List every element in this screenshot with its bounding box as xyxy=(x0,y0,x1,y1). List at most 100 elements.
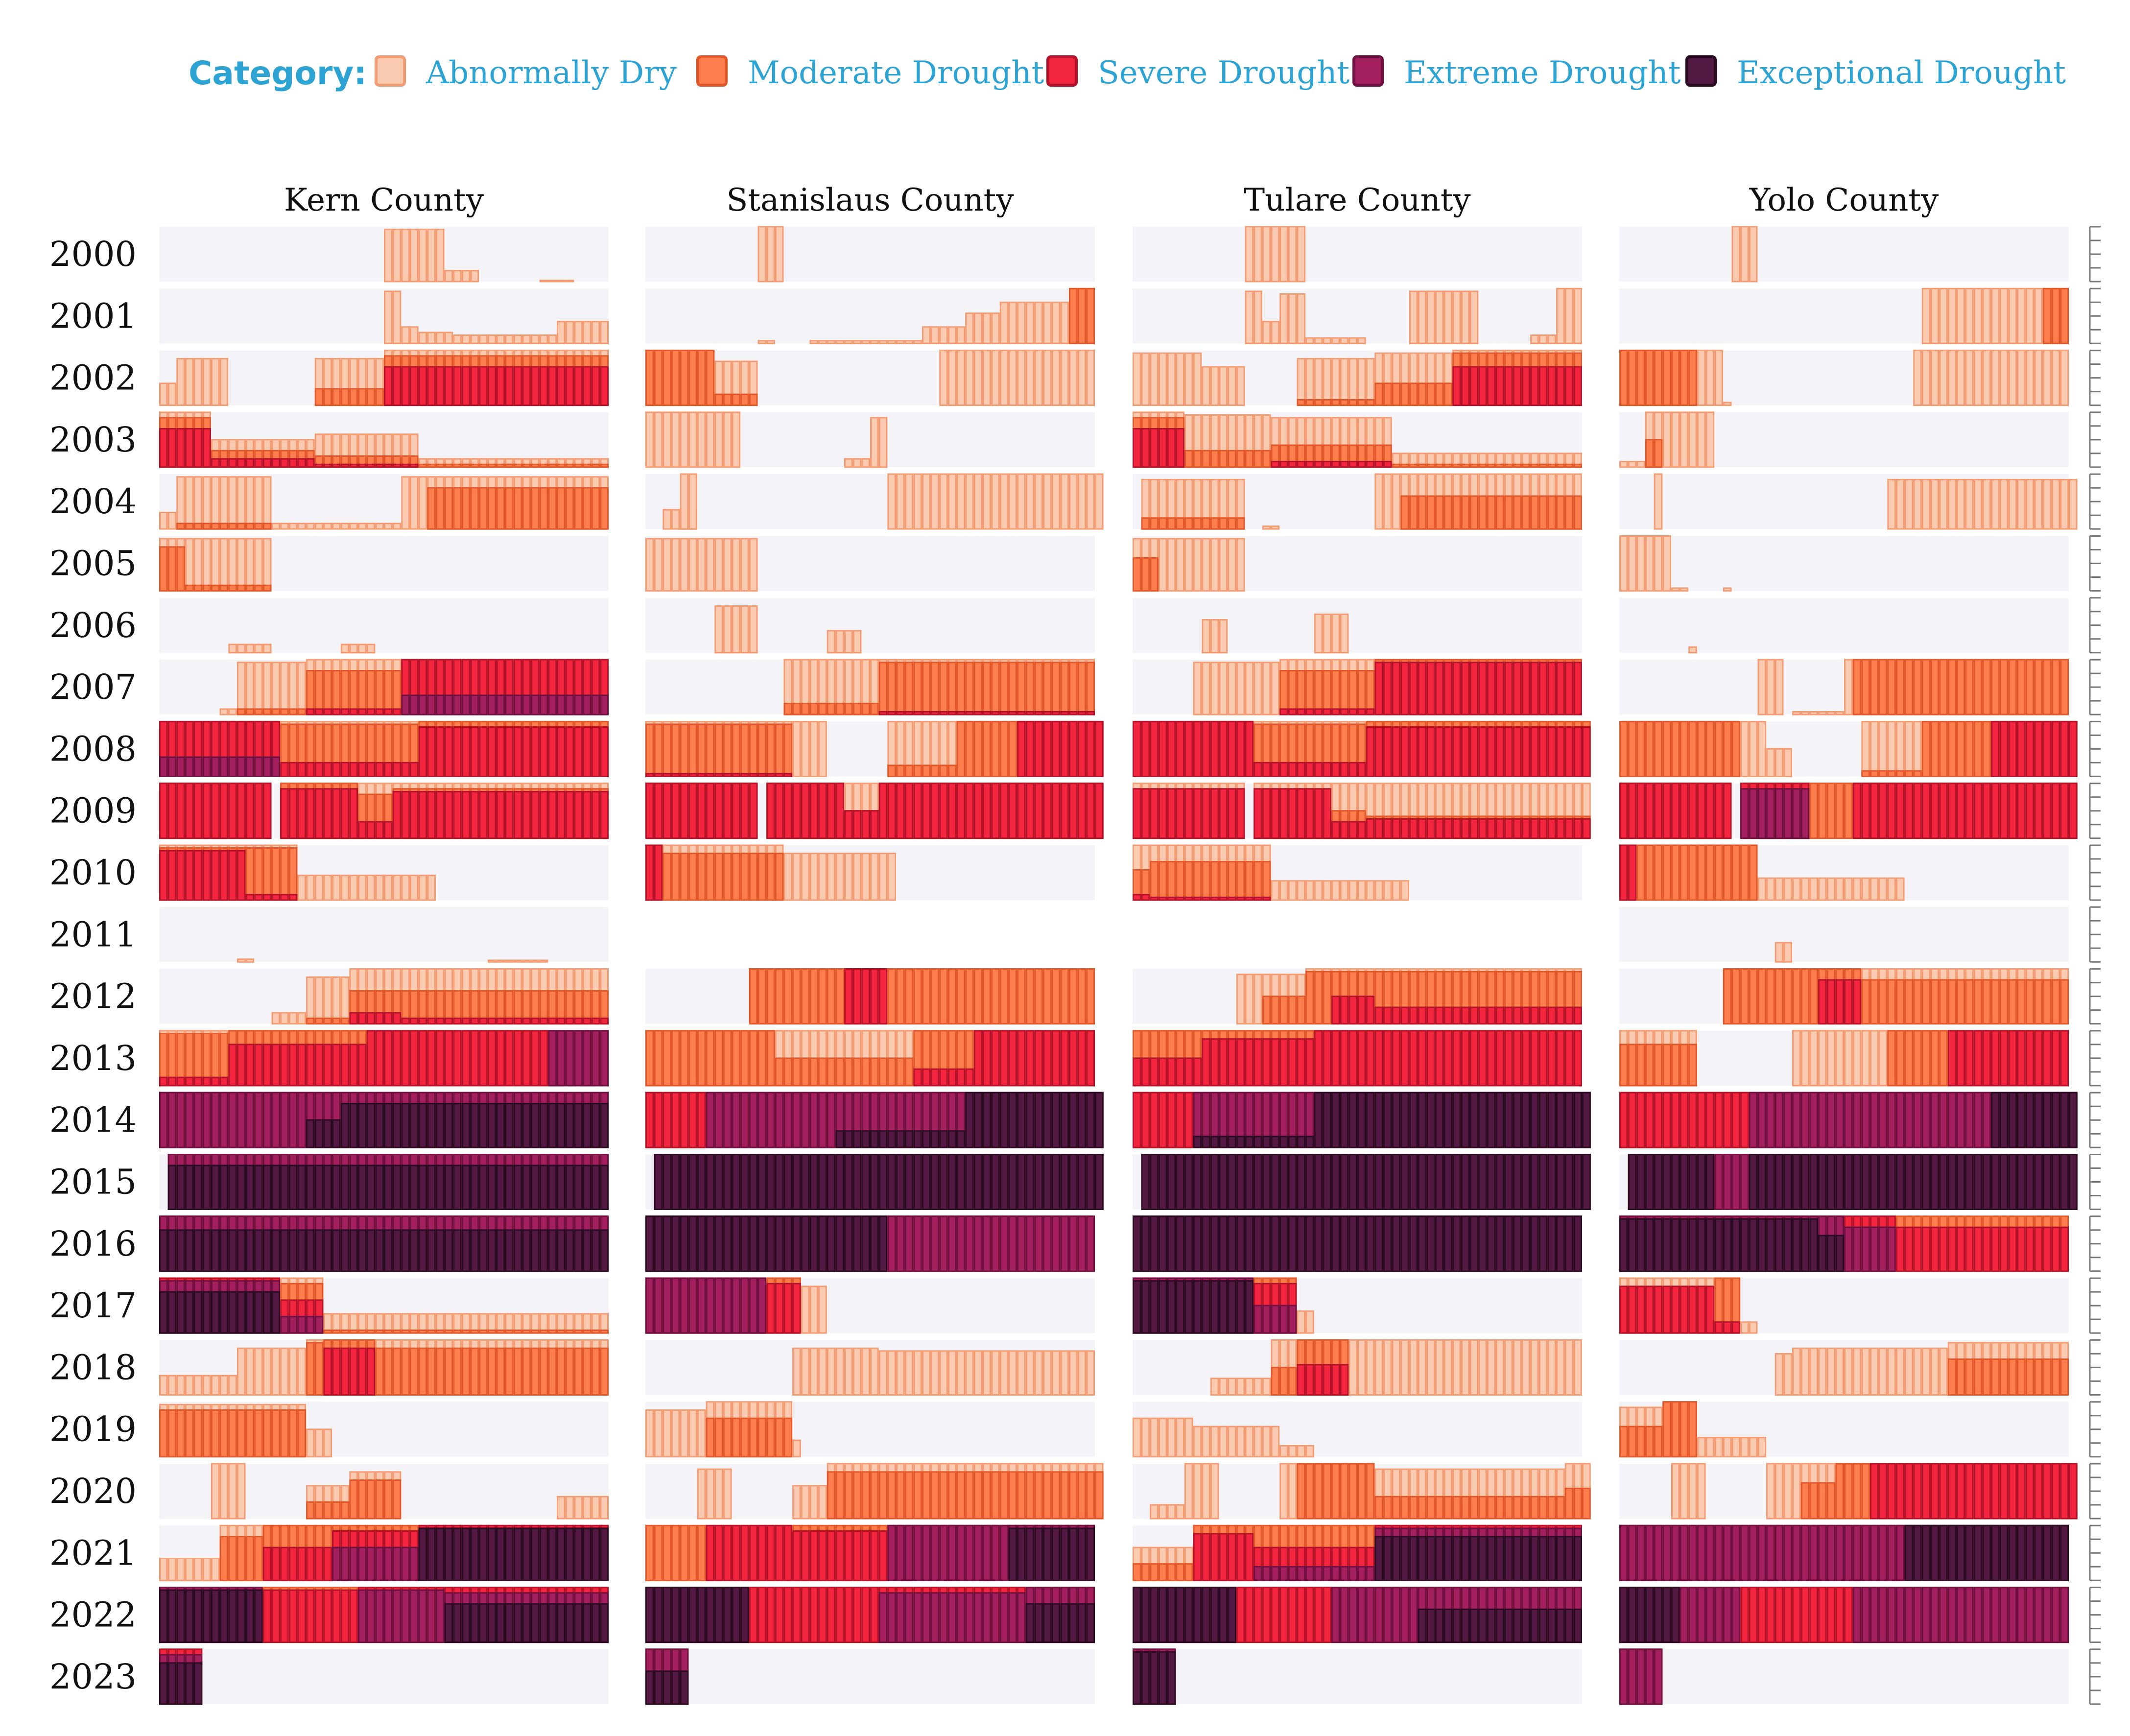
bar-d2 xyxy=(324,464,331,467)
bar-d3 xyxy=(793,1093,801,1147)
bar-d2 xyxy=(681,774,688,777)
bar-d3 xyxy=(698,1278,705,1333)
column-header-kern-county: Kern County xyxy=(284,182,484,218)
bar-d3 xyxy=(750,1093,757,1147)
bar-d1 xyxy=(992,663,999,714)
bar-d2 xyxy=(506,367,513,405)
bar-d2 xyxy=(229,784,237,838)
bar-d4 xyxy=(402,1165,409,1210)
bar-d2 xyxy=(750,784,757,838)
bar-d1 xyxy=(974,969,982,1024)
bar-d0 xyxy=(983,1351,991,1395)
bar-d3 xyxy=(1087,1216,1094,1271)
bar-d2 xyxy=(281,1045,288,1086)
bar-d1 xyxy=(758,724,766,776)
bar-d2 xyxy=(1096,721,1103,776)
bar-d4 xyxy=(601,1528,608,1580)
bar-d3 xyxy=(263,757,271,776)
bar-d1 xyxy=(1078,288,1086,343)
bar-d0 xyxy=(957,351,965,405)
bar-d1 xyxy=(263,523,271,529)
bar-d0 xyxy=(1078,1351,1086,1395)
bar-d4 xyxy=(741,1588,749,1642)
bar-d0 xyxy=(497,335,504,344)
bar-d1 xyxy=(385,1331,392,1333)
bar-d1 xyxy=(974,1472,982,1519)
bar-d1 xyxy=(1044,663,1051,714)
bar-d4 xyxy=(1052,1604,1060,1642)
bar-d4 xyxy=(1052,1155,1060,1210)
bar-d0 xyxy=(584,322,591,344)
bar-d1 xyxy=(549,488,556,529)
bar-d0 xyxy=(341,977,349,1023)
bar-d1 xyxy=(506,488,513,529)
bar-d2 xyxy=(497,792,504,838)
bar-d4 xyxy=(1000,1093,1008,1147)
bar-d1 xyxy=(315,1018,323,1023)
bar-d1 xyxy=(272,1410,280,1457)
bar-d2 xyxy=(307,459,314,467)
bar-d3 xyxy=(931,1593,939,1642)
bar-d2 xyxy=(655,845,662,900)
bar-d0 xyxy=(888,1351,896,1395)
bar-d2 xyxy=(707,784,714,838)
bar-d4 xyxy=(784,1155,792,1210)
bar-d0 xyxy=(1009,302,1017,343)
bar-d1 xyxy=(966,721,973,776)
panel-stanislaus-county-2014 xyxy=(645,1093,1103,1147)
bar-d4 xyxy=(281,1165,288,1210)
bar-d0 xyxy=(672,510,679,529)
bar-d2 xyxy=(948,712,956,715)
bar-d4 xyxy=(480,1165,487,1210)
bar-d1 xyxy=(707,1031,714,1086)
bar-d3 xyxy=(376,1547,383,1580)
panel-kern-county-2009 xyxy=(159,784,609,838)
panel-background xyxy=(645,227,1095,282)
bar-d2 xyxy=(845,969,852,1024)
bar-d0 xyxy=(845,459,852,467)
bar-d2 xyxy=(1018,784,1025,838)
panel-stanislaus-county-2006 xyxy=(645,598,1095,653)
bar-d1 xyxy=(272,709,280,714)
bar-d2 xyxy=(367,1348,375,1395)
bar-d1 xyxy=(229,523,237,529)
bar-d1 xyxy=(948,663,956,714)
bar-d4 xyxy=(1026,1093,1034,1147)
panel-stanislaus-county-2007 xyxy=(645,660,1095,714)
bar-d1 xyxy=(663,854,671,900)
bar-d1 xyxy=(707,1418,714,1456)
bar-d4 xyxy=(923,1131,930,1148)
bar-d0 xyxy=(750,606,757,653)
bar-d0 xyxy=(802,1486,809,1519)
bar-d1 xyxy=(655,351,662,405)
bar-d0 xyxy=(707,1469,714,1519)
bar-d2 xyxy=(471,1018,478,1023)
bar-d1 xyxy=(1070,969,1077,1024)
bar-d1 xyxy=(655,1031,662,1086)
bar-d2 xyxy=(819,1531,827,1581)
bar-d4 xyxy=(957,1131,965,1148)
bar-d4 xyxy=(168,1230,176,1271)
bar-d1 xyxy=(724,1031,731,1086)
bar-d0 xyxy=(514,335,521,344)
bar-d4 xyxy=(992,1155,999,1210)
row-label-2013: 2013 xyxy=(49,1038,137,1078)
bar-d1 xyxy=(1035,969,1042,1024)
bar-d4 xyxy=(532,1528,539,1580)
bar-d2 xyxy=(428,1031,435,1086)
bar-d2 xyxy=(307,789,314,838)
bar-d0 xyxy=(246,644,254,653)
bar-d2 xyxy=(488,792,496,838)
bar-d2 xyxy=(523,1018,530,1023)
bar-d1 xyxy=(655,1525,662,1580)
bar-d1 xyxy=(436,1348,444,1395)
bar-d0 xyxy=(263,644,271,653)
bar-d0 xyxy=(367,644,375,653)
bar-d4 xyxy=(1044,1604,1051,1642)
bar-d0 xyxy=(229,1376,237,1395)
bar-d2 xyxy=(1070,1031,1077,1086)
bar-d2 xyxy=(549,367,556,405)
bar-d4 xyxy=(802,1155,809,1210)
bar-d4 xyxy=(853,1131,861,1148)
bar-d2 xyxy=(350,789,357,838)
